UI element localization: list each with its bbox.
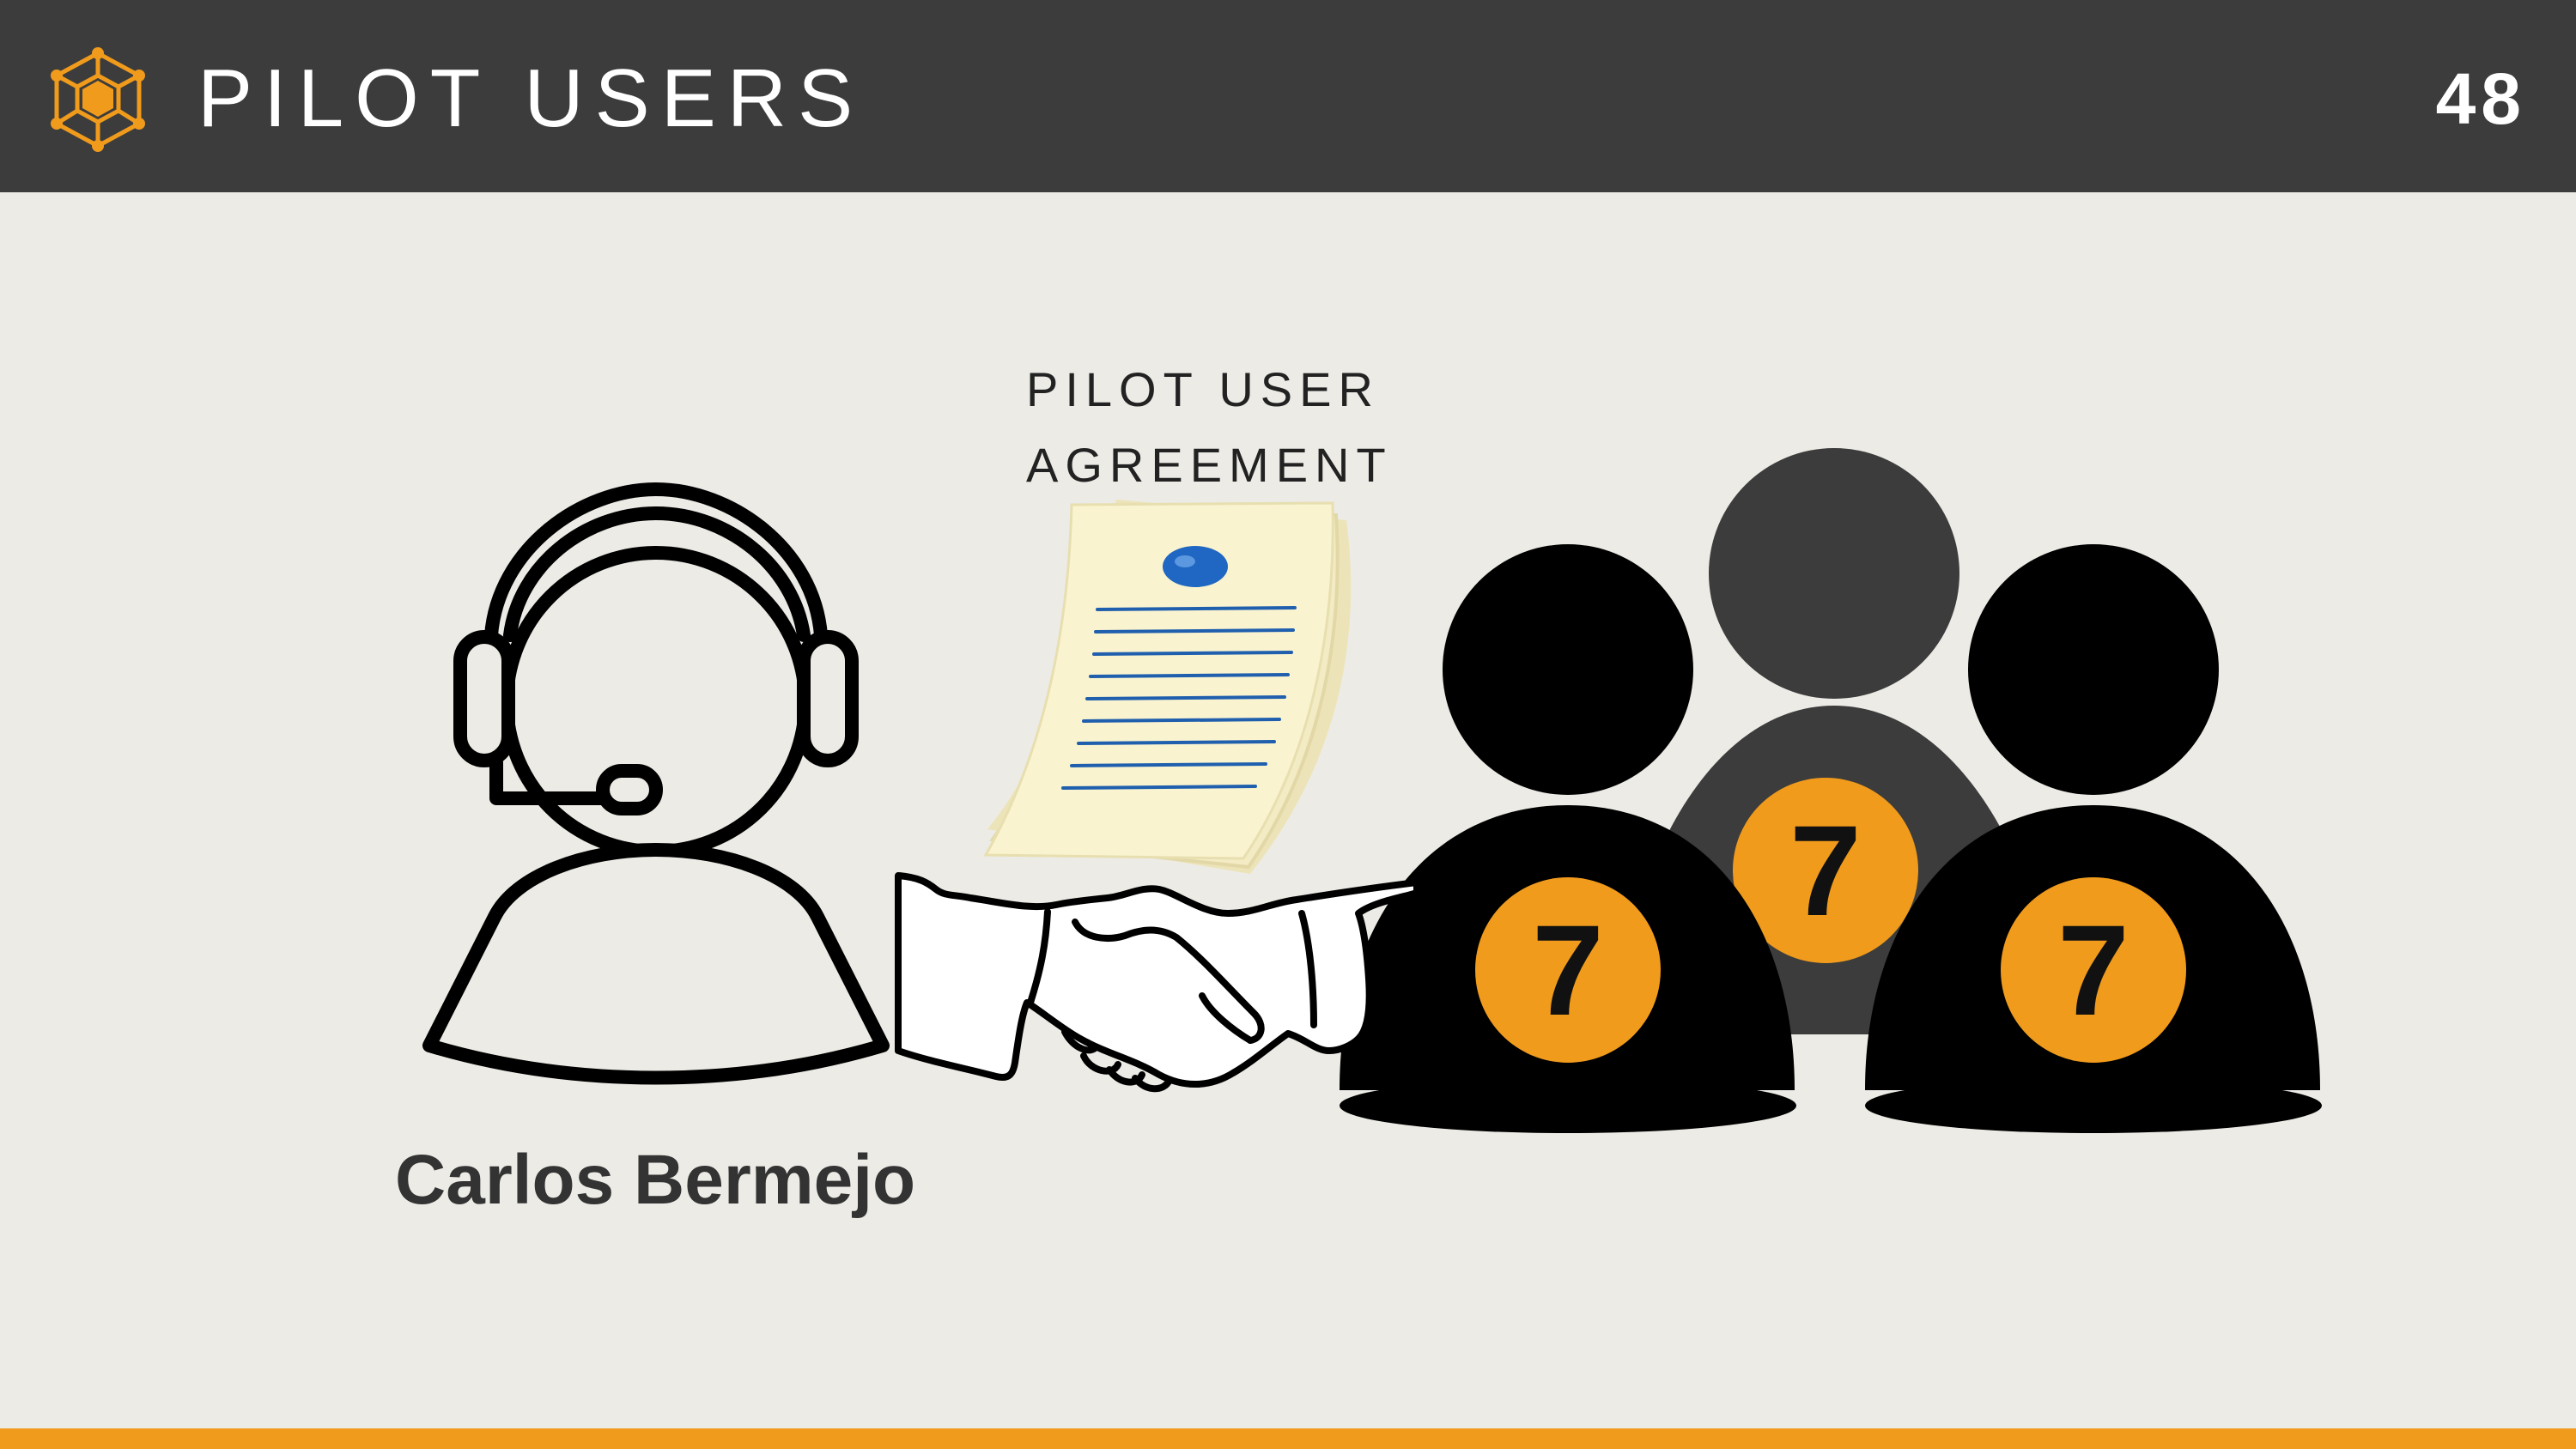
footer-accent-bar xyxy=(0,1428,2576,1449)
badge-label: 7 xyxy=(1532,898,1603,1042)
person-name: Carlos Bermejo xyxy=(395,1141,916,1219)
cube-network-icon xyxy=(51,47,145,152)
agreement-label: PILOT USER AGREEMENT xyxy=(1026,352,1404,503)
agreement-label-line1: PILOT USER xyxy=(1026,362,1380,416)
handshake-icon xyxy=(895,872,1420,1093)
user-group-icon: 7 7 7 xyxy=(1340,448,2322,1133)
group-member-left: 7 xyxy=(1340,544,1796,1133)
header-bar: PILOT USERS 48 xyxy=(0,0,2576,192)
badge-label: 7 xyxy=(1789,798,1861,943)
page-number: 48 xyxy=(2435,58,2526,139)
agreement-label-line2: AGREEMENT xyxy=(1026,438,1393,492)
signed-document-icon xyxy=(983,500,1352,874)
illustration: 7 7 7 xyxy=(422,448,2322,1133)
headset-agent-icon xyxy=(422,482,890,1085)
page-title: PILOT USERS xyxy=(197,52,865,144)
group-member-right: 7 xyxy=(1865,544,2322,1133)
badge-label: 7 xyxy=(2057,898,2129,1042)
